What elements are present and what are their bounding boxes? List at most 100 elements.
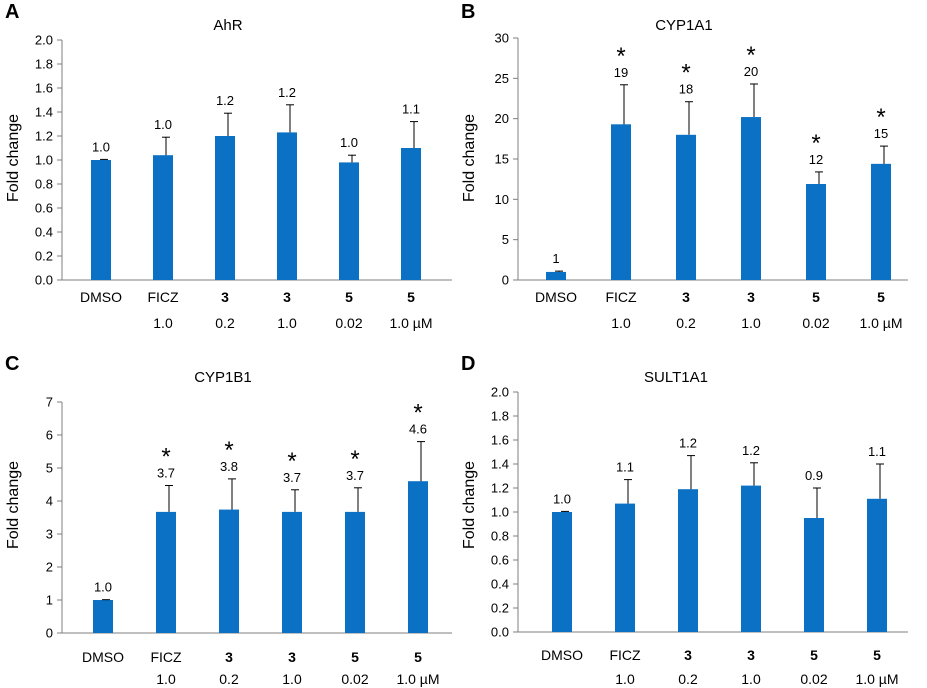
category-label: 5 (877, 289, 885, 305)
chart-title: SULT1A1 (644, 369, 708, 386)
panel-letter: D (461, 353, 475, 375)
category-label: 5 (812, 289, 820, 305)
category-label: 3 (288, 649, 296, 665)
y-tick-label: 0.6 (35, 201, 53, 216)
category-sublabel: 1.0 µM (396, 671, 439, 687)
category-sublabel: 1.0 (282, 671, 302, 687)
category-sublabel: 1.0 (153, 315, 173, 331)
y-tick-label: 7 (46, 395, 53, 410)
bar (741, 485, 761, 632)
significance-star: * (746, 42, 755, 69)
category-sublabel: 0.2 (678, 671, 698, 687)
category-sublabel: 1.0 (615, 671, 635, 687)
significance-star: * (811, 130, 820, 157)
y-axis-label: Fold change (461, 461, 478, 549)
y-tick-label: 0.6 (491, 553, 509, 568)
bar (91, 160, 111, 280)
data-label: 3.7 (346, 468, 364, 483)
significance-star: * (616, 43, 625, 70)
y-tick-label: 5 (46, 461, 53, 476)
bar (153, 155, 173, 280)
category-label: 5 (351, 649, 359, 665)
bar (282, 511, 302, 633)
category-label: 3 (747, 647, 755, 663)
category-sublabel: 0.02 (800, 671, 827, 687)
category-label: DMSO (535, 289, 577, 305)
data-label: 1.2 (742, 443, 760, 458)
significance-star: * (161, 443, 170, 470)
y-tick-label: 3 (46, 527, 53, 542)
data-label: 3.7 (157, 465, 175, 480)
category-label: 3 (684, 647, 692, 663)
bar (741, 117, 761, 280)
panel-letter: B (461, 1, 475, 23)
y-tick-label: 20 (495, 111, 509, 126)
data-label: 1.0 (92, 139, 110, 154)
category-label: 3 (747, 289, 755, 305)
category-sublabel: 1.0 µM (389, 315, 432, 331)
category-label: 3 (682, 289, 690, 305)
data-label: 1.1 (402, 102, 420, 117)
data-label: 1.0 (94, 580, 112, 595)
bar (156, 511, 176, 633)
category-sublabel: 1.0 (156, 671, 176, 687)
chart-title: CYP1B1 (194, 369, 252, 386)
panel-d: D SULT1A1 Fold change 0.0 0.2 0.4 0.6 0.8 1.0 1.2… (461, 353, 908, 687)
category-label: 5 (414, 649, 422, 665)
y-tick-label: 4 (46, 494, 53, 509)
data-label: 12 (809, 152, 823, 167)
bar (804, 518, 824, 632)
bar (339, 162, 359, 280)
data-label: 3.7 (283, 470, 301, 485)
y-tick-label: 2.0 (35, 33, 53, 48)
y-tick-label: 0.2 (35, 249, 53, 264)
bar (277, 132, 297, 280)
y-tick-label: 1.4 (35, 105, 53, 120)
category-sublabel: 0.2 (676, 315, 696, 331)
y-tick-label: 30 (495, 31, 509, 46)
y-tick-label: 1.8 (491, 409, 509, 424)
bar (408, 481, 428, 633)
significance-star: * (287, 448, 296, 475)
bar (611, 124, 631, 281)
y-tick-label: 1.4 (491, 457, 509, 472)
data-label: 15 (874, 126, 888, 141)
panel-letter: A (5, 1, 19, 23)
data-label: 3.8 (220, 459, 238, 474)
panel-a: A AhR Fold change 0.0 0.2 0.4 0.6 0.8 1.0 1.2 1.4 1… (5, 1, 452, 331)
category-sublabel: 0.02 (341, 671, 368, 687)
y-tick-label: 15 (495, 152, 509, 167)
y-tick-label: 0.8 (491, 529, 509, 544)
y-tick-label: 1.2 (491, 481, 509, 496)
y-axis-label: Fold change (5, 461, 22, 549)
data-label: 20 (744, 64, 758, 79)
bar (806, 184, 826, 280)
significance-star: * (350, 446, 359, 473)
category-label: FICZ (609, 647, 641, 663)
data-label: 1.1 (616, 460, 634, 475)
category-label: FICZ (605, 289, 637, 305)
category-sublabel: 0.02 (802, 315, 829, 331)
bar (219, 509, 239, 633)
data-label: 1.0 (340, 135, 358, 150)
y-tick-label: 0.4 (35, 225, 53, 240)
y-tick-label: 0 (502, 273, 509, 288)
category-label: DMSO (80, 289, 122, 305)
category-sublabel: 1.0 (611, 315, 631, 331)
significance-star: * (224, 437, 233, 464)
category-label: 5 (345, 289, 353, 305)
category-sublabel: 1.0 (741, 315, 761, 331)
panel-letter: C (5, 353, 19, 375)
bar (615, 503, 635, 632)
data-label: 1.2 (278, 85, 296, 100)
data-label: 1.2 (679, 436, 697, 451)
y-axis-label: Fold change (461, 114, 478, 202)
category-sublabel: 0.2 (215, 315, 235, 331)
y-tick-label: 10 (495, 192, 509, 207)
y-tick-label: 1.8 (35, 57, 53, 72)
data-label: 1.0 (553, 491, 571, 506)
y-tick-label: 0.4 (491, 577, 509, 592)
category-label: DMSO (541, 647, 583, 663)
